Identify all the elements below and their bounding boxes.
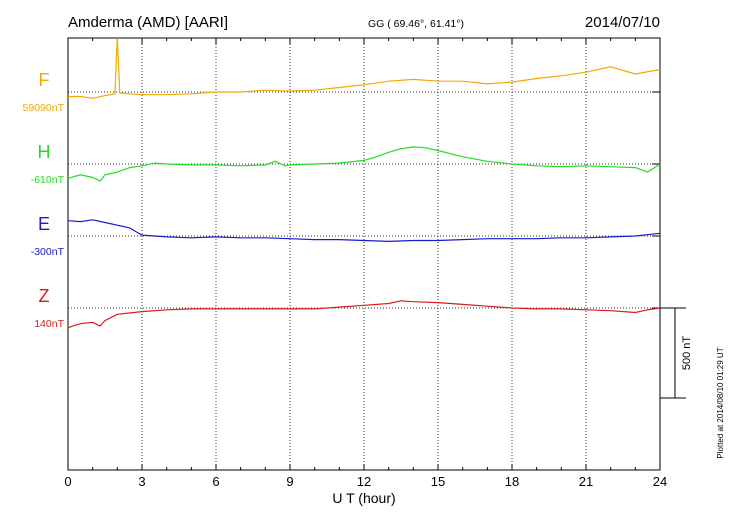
series-baseline-value-f: 59090nT	[23, 102, 65, 114]
x-tick-label: 21	[579, 474, 593, 489]
series-baseline-value-h: -610nT	[31, 174, 65, 186]
series-lines	[67, 37, 661, 329]
series-labels: F 59090nT H -610nT E -300nT Z 140nT	[23, 70, 65, 330]
station-title: Amderma (AMD) [AARI]	[68, 14, 228, 31]
series-name-e: E	[38, 214, 50, 234]
series-baseline-value-z: 140nT	[34, 318, 64, 330]
x-axis-ticks: 0 3 6 9 12 15 18 21 24	[64, 38, 667, 489]
x-tick-label: 9	[286, 474, 293, 489]
series-name-f: F	[39, 70, 50, 90]
x-tick-label: 12	[357, 474, 371, 489]
x-tick-label: 15	[431, 474, 445, 489]
series-name-h: H	[38, 142, 51, 162]
x-tick-label: 24	[653, 474, 667, 489]
series-name-z: Z	[39, 286, 50, 306]
series-line-f	[68, 37, 661, 99]
x-tick-label: 0	[64, 474, 71, 489]
scale-bar: 500 nT	[660, 307, 693, 399]
series-line-e	[67, 219, 661, 243]
series-line-z	[67, 300, 661, 329]
x-tick-label: 6	[212, 474, 219, 489]
scale-bar-label: 500 nT	[681, 336, 693, 371]
plot-date: 2014/07/10	[585, 14, 660, 31]
x-tick-label: 3	[138, 474, 145, 489]
x-axis-label: U T (hour)	[332, 490, 395, 506]
station-coordinates: GG ( 69.46°, 61.41°)	[368, 18, 464, 30]
series-baseline-value-e: -300nT	[31, 246, 65, 258]
grid-lines	[141, 38, 587, 470]
series-line-h	[67, 146, 661, 182]
plotted-at-note: Plotted at 2014/08/10 01:29 UT	[716, 347, 725, 458]
x-tick-label: 18	[505, 474, 519, 489]
